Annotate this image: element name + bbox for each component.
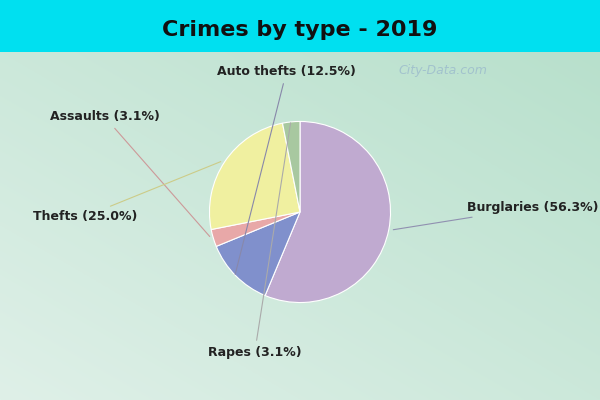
Text: Rapes (3.1%): Rapes (3.1%) xyxy=(208,123,302,359)
Text: Burglaries (56.3%): Burglaries (56.3%) xyxy=(393,201,599,230)
Wedge shape xyxy=(209,123,300,230)
Wedge shape xyxy=(265,122,391,302)
Text: Auto thefts (12.5%): Auto thefts (12.5%) xyxy=(217,65,356,274)
Wedge shape xyxy=(211,212,300,246)
Wedge shape xyxy=(283,122,300,212)
Text: Thefts (25.0%): Thefts (25.0%) xyxy=(32,162,221,223)
Wedge shape xyxy=(216,212,300,296)
Text: Crimes by type - 2019: Crimes by type - 2019 xyxy=(163,20,437,40)
Text: Assaults (3.1%): Assaults (3.1%) xyxy=(50,110,210,236)
Text: City-Data.com: City-Data.com xyxy=(398,64,487,77)
